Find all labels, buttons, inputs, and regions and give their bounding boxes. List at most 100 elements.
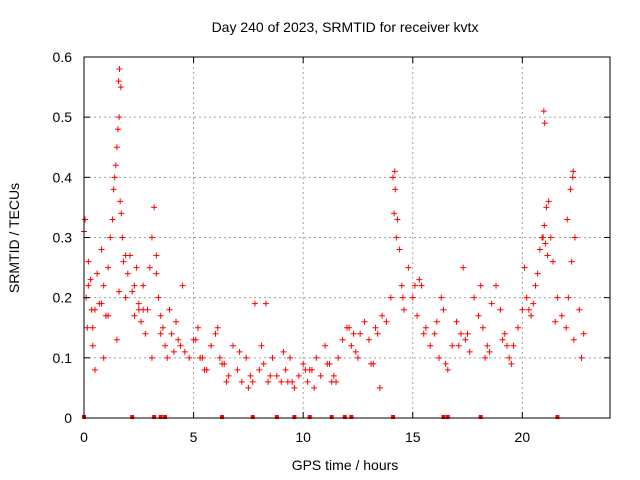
data-point (89, 342, 96, 349)
data-point (521, 264, 528, 271)
data-point (541, 120, 548, 127)
data-point (260, 360, 267, 367)
data-point (186, 354, 193, 361)
data-point (258, 342, 265, 349)
baseline-point (292, 415, 297, 419)
data-point (85, 282, 92, 289)
y-tick-label: 0.4 (53, 169, 73, 185)
y-tick-label: 0 (64, 410, 72, 426)
baseline-point (391, 415, 396, 419)
y-tick-label: 0.2 (53, 290, 73, 306)
data-point (311, 384, 318, 391)
data-point (223, 378, 230, 385)
data-point (416, 276, 423, 283)
x-axis-label: GPS time / hours (292, 457, 399, 473)
data-point (249, 378, 256, 385)
data-point (282, 366, 289, 373)
data-point (245, 384, 252, 391)
data-point (396, 246, 403, 253)
data-point (503, 342, 510, 349)
data-point (484, 342, 491, 349)
data-point (82, 216, 89, 223)
data-point (265, 378, 272, 385)
baseline-point (445, 415, 450, 419)
data-point (570, 336, 577, 343)
data-point (536, 246, 543, 253)
data-point (89, 324, 96, 331)
data-point (234, 366, 241, 373)
data-point (409, 294, 416, 301)
data-point (576, 306, 583, 313)
data-point (540, 234, 547, 241)
data-point (212, 330, 219, 337)
data-point (544, 252, 551, 259)
data-point (453, 318, 460, 325)
data-point (547, 234, 554, 241)
baseline-point (130, 415, 135, 419)
baseline-point (163, 415, 168, 419)
data-point (273, 372, 280, 379)
data-point (135, 306, 142, 313)
data-point (148, 234, 155, 241)
data-point (497, 306, 504, 313)
data-point (151, 204, 158, 211)
data-point (510, 342, 517, 349)
x-tick-label: 15 (405, 429, 421, 445)
data-point (554, 294, 561, 301)
data-point (122, 294, 129, 301)
data-point (568, 258, 575, 265)
y-axis-label: SRMTID / TECUs (6, 183, 22, 293)
data-point (162, 342, 169, 349)
data-point (411, 282, 418, 289)
data-point (118, 210, 125, 217)
data-point (365, 336, 372, 343)
data-point (208, 342, 215, 349)
data-point (115, 78, 122, 85)
data-point (475, 312, 482, 319)
data-point (477, 282, 484, 289)
data-point (457, 330, 464, 337)
x-tick-label: 20 (515, 429, 531, 445)
data-points (81, 66, 587, 419)
data-point (418, 282, 425, 289)
data-point (117, 84, 124, 91)
data-point (440, 306, 447, 313)
data-point (219, 360, 226, 367)
data-point (379, 312, 386, 319)
baseline-point (274, 415, 279, 419)
data-point (471, 294, 478, 301)
data-point (420, 330, 427, 337)
y-tick-label: 0.6 (53, 49, 73, 65)
data-point (122, 252, 129, 259)
data-point (427, 342, 434, 349)
data-point (433, 318, 440, 325)
data-point (98, 300, 105, 307)
data-point (394, 216, 401, 223)
data-point (91, 306, 98, 313)
data-point (387, 294, 394, 301)
data-point (550, 258, 557, 265)
data-point (155, 294, 162, 301)
data-point (194, 324, 201, 331)
data-point (107, 234, 114, 241)
data-point (322, 342, 329, 349)
data-point (482, 354, 489, 361)
data-point (131, 282, 138, 289)
data-point (214, 324, 221, 331)
data-point (304, 378, 311, 385)
data-point (105, 312, 112, 319)
data-point (110, 186, 117, 193)
data-point (159, 324, 166, 331)
data-point (166, 306, 173, 313)
data-point (563, 324, 570, 331)
data-point (545, 198, 552, 205)
data-point (328, 378, 335, 385)
data-point (357, 330, 364, 337)
data-point (238, 378, 245, 385)
data-point (361, 318, 368, 325)
data-point (84, 324, 91, 331)
baseline-point (250, 415, 255, 419)
data-point (335, 354, 342, 361)
data-point (530, 300, 537, 307)
data-point (348, 342, 355, 349)
